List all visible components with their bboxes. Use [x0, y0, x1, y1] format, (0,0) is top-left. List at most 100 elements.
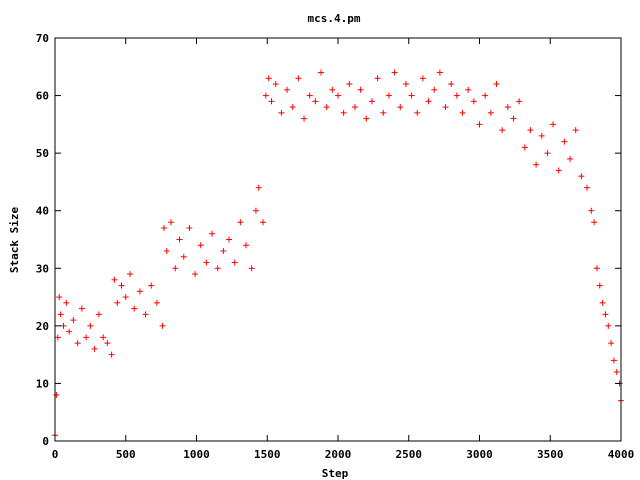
data-point — [318, 69, 325, 76]
data-point — [265, 75, 272, 82]
x-tick-label: 1000 — [183, 448, 210, 461]
data-point — [301, 115, 308, 122]
data-point — [186, 224, 193, 231]
data-point — [306, 92, 313, 99]
data-point — [591, 219, 598, 226]
x-tick-label: 4000 — [608, 448, 635, 461]
data-point — [122, 294, 129, 301]
data-point — [60, 322, 67, 329]
data-point — [374, 75, 381, 82]
data-point — [255, 184, 262, 191]
data-point — [527, 127, 534, 134]
data-point — [131, 305, 138, 312]
data-point — [160, 224, 167, 231]
data-point — [499, 127, 506, 134]
data-point — [142, 311, 149, 318]
data-point — [397, 104, 404, 111]
data-point — [260, 219, 267, 226]
data-point — [605, 322, 612, 329]
data-point — [425, 98, 432, 105]
x-tick-label: 3500 — [537, 448, 564, 461]
data-point — [487, 109, 494, 116]
x-tick-label: 2000 — [325, 448, 352, 461]
data-point — [284, 86, 291, 93]
data-point — [252, 207, 259, 214]
data-point — [346, 81, 353, 88]
data-point — [482, 92, 489, 99]
data-point — [599, 299, 606, 306]
data-point — [357, 86, 364, 93]
data-point — [593, 265, 600, 272]
data-point — [197, 242, 204, 249]
data-point — [91, 345, 98, 352]
data-point — [572, 127, 579, 134]
chart-title: mcs.4.pm — [308, 12, 361, 25]
y-tick-label: 70 — [36, 32, 49, 45]
data-point — [126, 271, 133, 278]
data-point — [402, 81, 409, 88]
data-point — [118, 282, 125, 289]
data-point — [231, 259, 238, 266]
data-point — [453, 92, 460, 99]
data-point — [176, 236, 183, 243]
data-point — [237, 219, 244, 226]
data-point — [419, 75, 426, 82]
data-point — [104, 340, 111, 347]
y-tick-label: 30 — [36, 262, 49, 275]
data-point — [470, 98, 477, 105]
y-tick-label: 50 — [36, 147, 49, 160]
x-tick-label: 1500 — [254, 448, 281, 461]
data-point — [578, 173, 585, 180]
data-point — [516, 98, 523, 105]
data-point — [385, 92, 392, 99]
data-point — [66, 328, 73, 335]
data-point — [203, 259, 210, 266]
data-point — [278, 109, 285, 116]
data-point — [340, 109, 347, 116]
data-point — [442, 104, 449, 111]
data-point — [114, 299, 121, 306]
data-point — [459, 109, 466, 116]
data-point — [414, 109, 421, 116]
data-point — [391, 69, 398, 76]
x-axis-label: Step — [322, 467, 349, 480]
data-point — [87, 322, 94, 329]
data-point — [431, 86, 438, 93]
data-point — [148, 282, 155, 289]
y-tick-label: 20 — [36, 320, 49, 333]
data-point — [584, 184, 591, 191]
x-tick-label: 2500 — [396, 448, 423, 461]
data-point — [209, 230, 216, 237]
data-points — [52, 69, 624, 439]
data-point — [74, 340, 81, 347]
data-point — [608, 340, 615, 347]
data-point — [323, 104, 330, 111]
data-point — [272, 81, 279, 88]
data-point — [380, 109, 387, 116]
data-point — [83, 334, 90, 341]
data-point — [78, 305, 85, 312]
data-point — [192, 271, 199, 278]
data-point — [153, 299, 160, 306]
data-point — [588, 207, 595, 214]
data-point — [538, 132, 545, 139]
data-point — [436, 69, 443, 76]
data-point — [510, 115, 517, 122]
y-tick-label: 60 — [36, 90, 49, 103]
data-point — [493, 81, 500, 88]
data-point — [408, 92, 415, 99]
data-point — [159, 322, 166, 329]
data-point — [465, 86, 472, 93]
data-point — [610, 357, 617, 364]
y-axis: 0 10 20 30 40 50 60 70 — [36, 32, 621, 448]
data-point — [95, 311, 102, 318]
data-point — [100, 334, 107, 341]
data-point — [63, 299, 70, 306]
data-point — [220, 248, 227, 255]
data-point — [53, 391, 60, 398]
data-point — [544, 150, 551, 157]
y-axis-label: Stack Size — [8, 207, 21, 274]
data-point — [312, 98, 319, 105]
data-point — [351, 104, 358, 111]
